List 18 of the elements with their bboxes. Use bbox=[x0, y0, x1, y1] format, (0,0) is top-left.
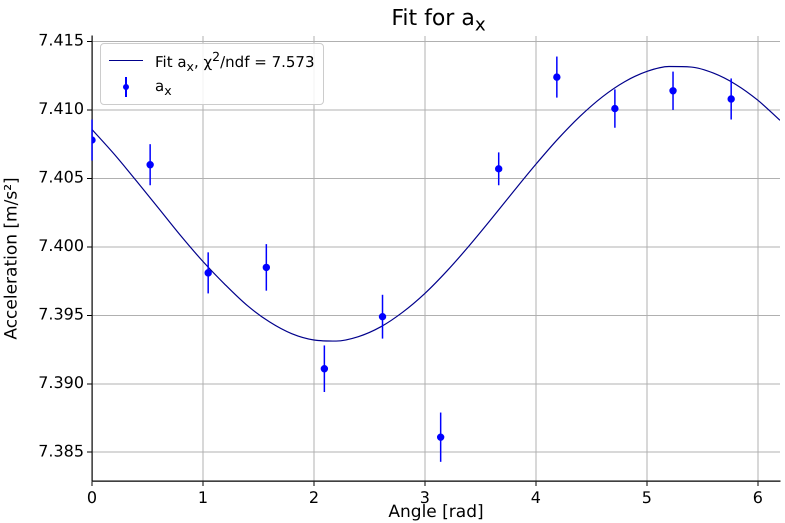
y-tick-label: 7.385 bbox=[38, 441, 84, 460]
y-tick-label: 7.415 bbox=[38, 30, 84, 50]
y-tick-label: 7.410 bbox=[38, 99, 84, 118]
x-tick-label: 6 bbox=[752, 488, 763, 507]
x-axis-title: Angle [rad] bbox=[388, 502, 484, 522]
y-tick-label: 7.405 bbox=[38, 168, 84, 187]
y-tick-label: 7.390 bbox=[38, 372, 84, 392]
x-tick-label: 5 bbox=[642, 488, 652, 507]
x-tick-label: 4 bbox=[530, 488, 541, 507]
x-tick-label: 2 bbox=[308, 488, 320, 507]
y-tick-label: 7.400 bbox=[38, 236, 84, 256]
chart-title: Fit for a$_{x}$ bbox=[390, 6, 487, 36]
y-axis-title: Acceleration [m/s²] bbox=[2, 177, 22, 340]
x-tick-label: 0 bbox=[86, 488, 98, 507]
y-tick-label: 7.395 bbox=[38, 304, 84, 324]
legend-label: Fit a$_{x}$, χ$^{2}$/ndf = 7.573 bbox=[155, 48, 315, 74]
x-tick-label: 1 bbox=[198, 488, 208, 507]
legend-label: a$_{x}$ bbox=[155, 76, 172, 98]
